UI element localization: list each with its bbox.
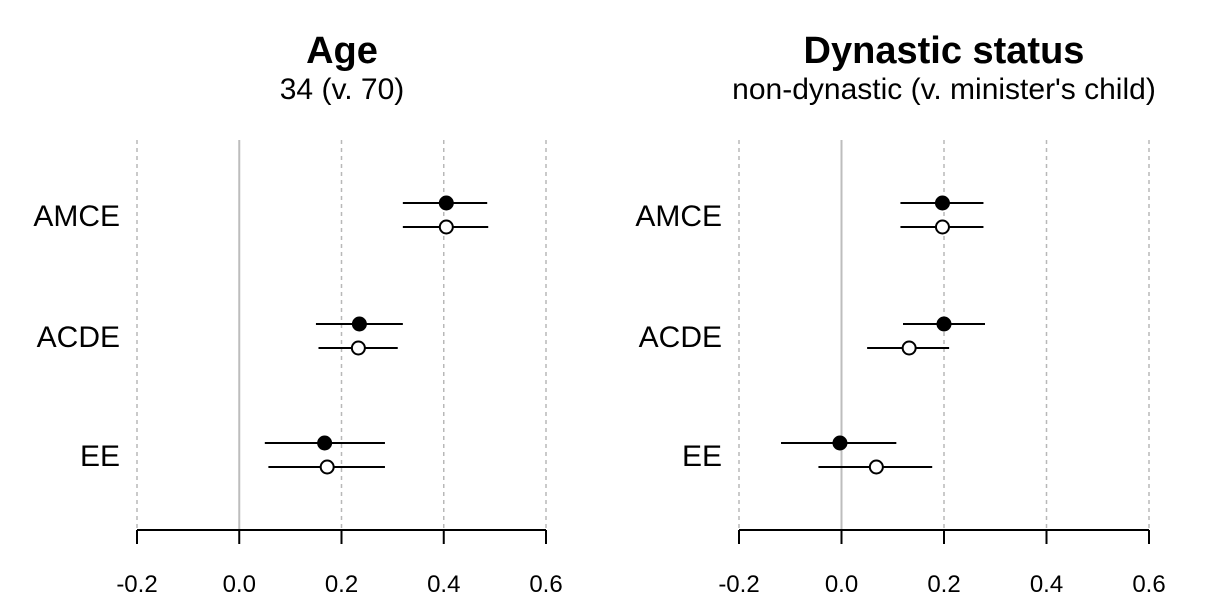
point-hollow-ee <box>868 459 884 475</box>
point-hollow-acde <box>901 340 917 356</box>
x-tick-label: -0.2 <box>718 571 759 598</box>
point-hollow-acde <box>350 340 366 356</box>
point-filled-amce <box>934 195 950 211</box>
x-tick-label: -0.2 <box>116 571 157 598</box>
chart-subtitle: 34 (v. 70) <box>280 73 405 106</box>
x-tick-label: 0.0 <box>825 571 858 598</box>
x-tick-label: 0.6 <box>529 571 562 598</box>
row-label-amce: AMCE <box>635 200 722 233</box>
point-hollow-amce <box>438 219 454 235</box>
row-label-acde: ACDE <box>37 321 120 354</box>
x-tick-label: 0.4 <box>427 571 460 598</box>
row-label-acde: ACDE <box>639 321 722 354</box>
row-label-amce: AMCE <box>33 200 120 233</box>
x-tick-label: 0.2 <box>927 571 960 598</box>
x-tick-label: 0.2 <box>325 571 358 598</box>
chart-title: Age <box>306 30 378 72</box>
point-filled-amce <box>438 195 454 211</box>
point-hollow-ee <box>319 459 335 475</box>
x-tick-label: 0.6 <box>1132 571 1165 598</box>
x-tick-label: 0.4 <box>1030 571 1063 598</box>
point-filled-ee <box>317 435 333 451</box>
point-filled-acde <box>936 316 952 332</box>
point-filled-ee <box>832 435 848 451</box>
row-label-ee: EE <box>80 440 120 473</box>
point-filled-acde <box>351 316 367 332</box>
chart-subtitle: non-dynastic (v. minister's child) <box>732 73 1156 106</box>
point-hollow-amce <box>934 219 950 235</box>
x-tick-label: 0.0 <box>223 571 256 598</box>
row-label-ee: EE <box>682 440 722 473</box>
chart-title: Dynastic status <box>804 30 1085 72</box>
